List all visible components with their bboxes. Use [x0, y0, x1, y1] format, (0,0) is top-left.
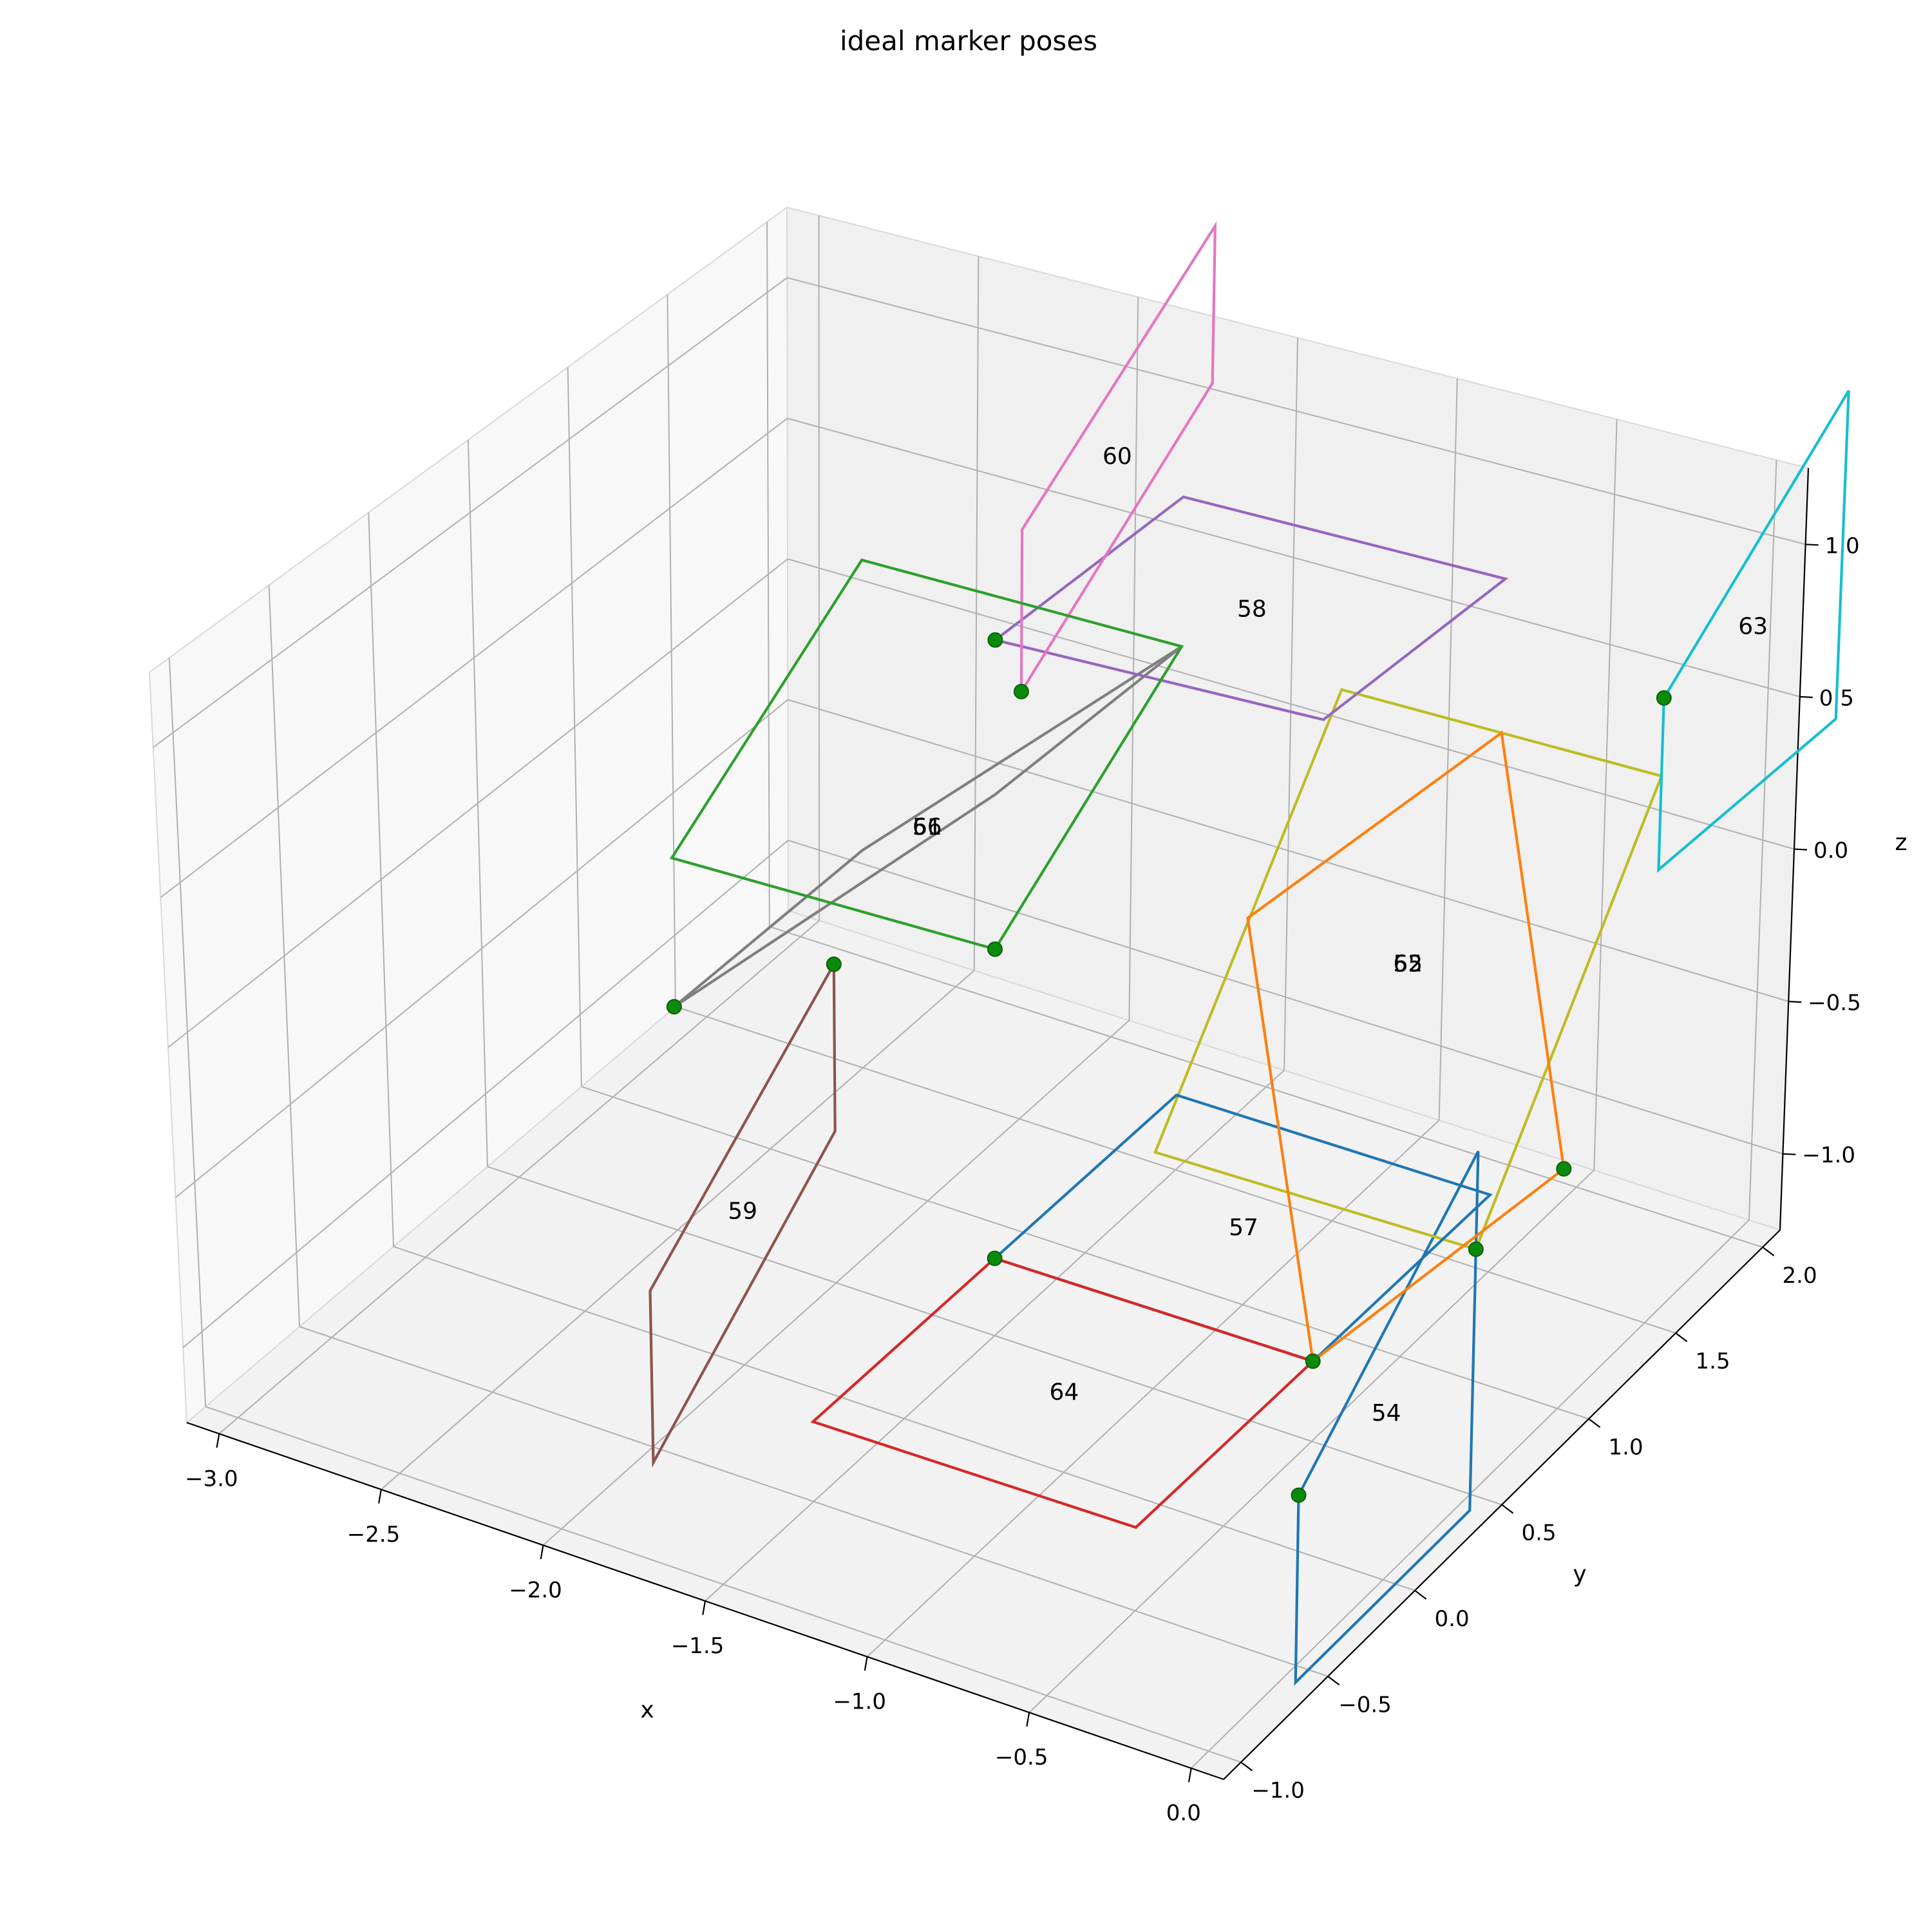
gridline: [205, 1406, 1242, 1763]
gridline: [160, 417, 788, 898]
marker-62-label: 62: [1393, 951, 1423, 977]
marker-55-outline: [1153, 688, 1663, 1251]
gridline: [788, 699, 1789, 1003]
marker-56-label: 56: [913, 814, 942, 840]
y-tick-label: 2.0: [1783, 1263, 1817, 1289]
marker-62-corner-dot: [1556, 1161, 1572, 1177]
x-tick-label: −1.5: [671, 1633, 724, 1659]
marker-64-label: 64: [1049, 1379, 1079, 1406]
y-tick-label: −0.5: [1338, 1692, 1392, 1718]
y-tick: [1327, 1676, 1340, 1686]
y-tick-label: −1.0: [1251, 1778, 1305, 1804]
z-axis-label: z: [1895, 829, 1908, 856]
marker-id-labels: 54 55 56 57 58 59 60 61 62 63 64: [728, 444, 1768, 1427]
marker-61-corner-dot: [987, 941, 1003, 957]
marker-57-label: 57: [1229, 1215, 1258, 1241]
gridline: [167, 558, 788, 1048]
z-tick-label: −0.5: [1808, 990, 1861, 1016]
gridline: [299, 1325, 1329, 1678]
z-tick: [1783, 1153, 1796, 1155]
marker-60-label: 60: [1103, 444, 1132, 470]
marker-57-corner-dot: [1305, 1353, 1321, 1369]
marker-63-label: 63: [1738, 614, 1768, 640]
marker-59-corner-dot: [826, 956, 842, 972]
marker-61-outline: [669, 558, 1184, 951]
x-tick-label: −2.5: [347, 1522, 401, 1548]
marker-64-corner-dot: [987, 1251, 1003, 1266]
marker-55-corner-dot: [1468, 1241, 1484, 1257]
marker-60-outline: [1019, 221, 1217, 697]
axes-gridlines: [153, 215, 1806, 1769]
marker-corner-dots: [666, 632, 1672, 1503]
y-tick: [1588, 1418, 1601, 1428]
y-tick: [1675, 1332, 1688, 1343]
marker-58-outline: [992, 495, 1509, 721]
axes-panes: [148, 206, 1810, 1781]
marker-64-outline: [810, 1256, 1316, 1530]
x-tick: [702, 1600, 706, 1615]
x-tick-label: −3.0: [185, 1466, 238, 1492]
gridline: [786, 277, 1806, 545]
x-tick: [864, 1656, 868, 1671]
y-tick: [1240, 1761, 1253, 1772]
marker-58-corner-dot: [987, 632, 1003, 648]
x-tick-label: −1.0: [833, 1689, 886, 1715]
marker-54-label: 54: [1372, 1400, 1401, 1426]
gridline: [787, 558, 1795, 850]
marker-63-outline: [1657, 390, 1850, 873]
gridline: [487, 1166, 1502, 1506]
gridline: [788, 839, 1783, 1155]
y-tick-label: 0.0: [1435, 1606, 1470, 1632]
y-tick: [1414, 1589, 1427, 1600]
x-tick-label: −2.0: [509, 1577, 562, 1603]
z-tick-label: −1.0: [1802, 1142, 1855, 1168]
marker-63-corner-dot: [1656, 690, 1672, 706]
x-tick: [1026, 1712, 1030, 1727]
y-axis-label: y: [1573, 1561, 1586, 1587]
chart-title: ideal marker poses: [840, 25, 1097, 57]
marker-59-label: 59: [728, 1198, 757, 1224]
y-tick: [1762, 1246, 1775, 1256]
gridline: [175, 699, 789, 1198]
marker-59-outline: [649, 959, 837, 1468]
gridline: [675, 1006, 1676, 1334]
x-tick: [378, 1489, 382, 1504]
z-tick: [1788, 1001, 1802, 1003]
y-tick-label: 0.5: [1522, 1520, 1557, 1546]
marker-54-outline: [1294, 1150, 1480, 1686]
gridline: [581, 1086, 1589, 1420]
gridline: [769, 925, 1763, 1248]
gridline: [393, 1245, 1416, 1591]
x-tick-label: 0.0: [1166, 1801, 1201, 1826]
x-tick: [540, 1545, 544, 1560]
gridline: [153, 277, 788, 748]
y-tick: [1501, 1504, 1514, 1514]
marker-60-corner-dot: [1013, 683, 1029, 699]
marker-56-corner-dot: [666, 999, 682, 1015]
marker-58-label: 58: [1237, 596, 1267, 622]
marker-54-corner-dot: [1291, 1487, 1307, 1503]
z-tick: [1805, 544, 1819, 546]
marker-outlines: [649, 221, 1850, 1686]
gridline: [787, 417, 1801, 697]
y-tick-label: 1.5: [1696, 1349, 1730, 1374]
marker-61-label: 61: [913, 814, 942, 840]
marker-62-outline: [1246, 730, 1566, 1364]
z-tick-label: 0.0: [1814, 838, 1848, 864]
y-tick-label: 1.0: [1609, 1434, 1643, 1460]
x-axis-label: x: [640, 1697, 654, 1723]
gridline: [182, 840, 789, 1349]
x-tick-label: −0.5: [995, 1745, 1048, 1770]
x-tick: [216, 1434, 220, 1448]
marker-55-label: 55: [1393, 951, 1423, 977]
x-tick: [1188, 1768, 1192, 1783]
axes-ticks: −3.0 −2.5 −2.0 −1.5 −1.0 −0.5 0.0 −1.0 −0.5 0.0 0.…: [185, 533, 1861, 1826]
z-tick: [1794, 848, 1808, 851]
